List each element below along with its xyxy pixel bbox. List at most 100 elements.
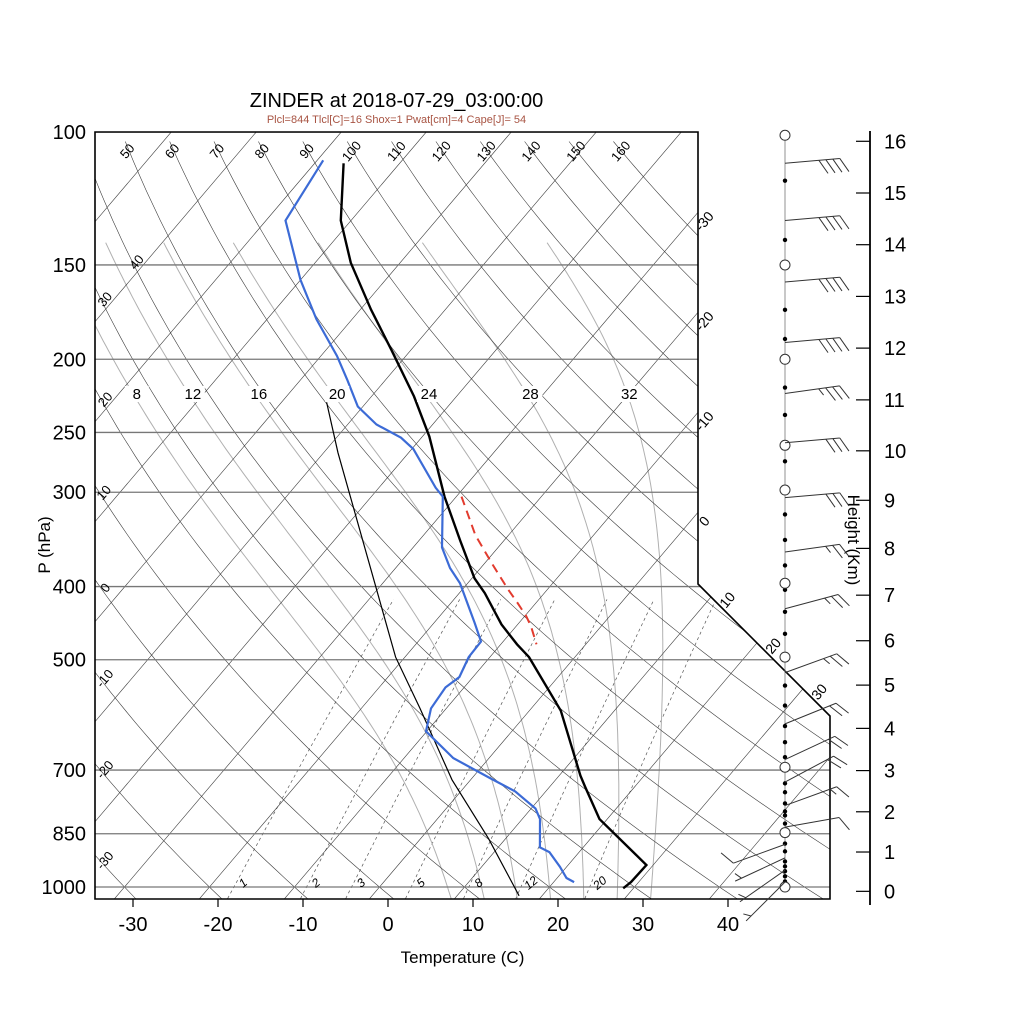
dry-adiabat-left-label: 10	[93, 482, 114, 503]
isotherm-line	[95, 132, 172, 899]
dry-adiabat-left-label: -30	[93, 848, 117, 872]
wind-barb-staff	[745, 881, 786, 922]
height-tick-label: 14	[884, 235, 906, 257]
wind-level-dot	[782, 336, 788, 342]
moist-adiabat-line	[546, 242, 664, 899]
dry-adiabat-line	[95, 141, 652, 899]
temperature-tick-label: 0	[382, 914, 393, 936]
temperature-tick-label: -20	[204, 914, 233, 936]
wind-level-circle	[779, 129, 791, 141]
moist-adiabat-line	[317, 242, 585, 899]
height-tick-label: 7	[884, 585, 895, 607]
moist-adiabat-label: 24	[421, 386, 438, 403]
mixing-ratio-lines	[227, 599, 717, 899]
isotherm-line	[95, 132, 427, 899]
wind-barb-tick	[834, 735, 849, 746]
wind-column	[720, 129, 850, 922]
wind-barb-staff	[784, 337, 840, 343]
wind-barb-staff	[784, 735, 836, 761]
isotherm-diagonal-label: 10	[716, 589, 738, 611]
wind-barb-halftick	[823, 658, 830, 665]
height-tick-label: 4	[884, 718, 895, 740]
wind-barb-tick	[818, 278, 829, 293]
wind-barb-tick	[835, 702, 849, 714]
wind-barb	[784, 594, 850, 610]
wind-barb-tick	[836, 786, 850, 798]
moist-label-mask	[617, 386, 642, 402]
wind-barb-tick	[839, 437, 850, 452]
height-tick-label: 15	[884, 183, 906, 205]
pressure-tick-label: 300	[53, 482, 86, 504]
dry-adiabat-top-label: 60	[162, 141, 183, 162]
height-tick-label: 0	[884, 881, 895, 903]
wind-level-dot	[782, 859, 788, 864]
moist-label-mask	[325, 386, 350, 402]
wind-barb	[784, 157, 850, 174]
dry-adiabat-line	[435, 141, 830, 899]
wind-barb-tick	[832, 216, 843, 230]
mixing-ratio-label: 3	[354, 875, 368, 890]
cape-segment-line	[460, 496, 538, 645]
moist-adiabat-label: 12	[184, 386, 201, 403]
background-grid	[95, 132, 830, 899]
height-tick-label: 2	[884, 802, 895, 824]
wind-level-circle	[779, 881, 791, 893]
wind-barb-halftick	[824, 597, 831, 605]
wind-barb-staff	[784, 543, 840, 553]
wind-barb-staff	[784, 594, 839, 610]
wind-barb-tick	[825, 493, 836, 508]
wind-level-dot	[782, 723, 788, 729]
wind-barb-tick	[839, 158, 850, 172]
mixing-ratio-label: 20	[589, 873, 609, 893]
moist-adiabat-lines	[95, 242, 664, 899]
temperature-tick-label: 10	[462, 914, 484, 936]
wind-barb-tick	[832, 493, 843, 507]
wind-barb-tick	[839, 544, 850, 558]
wind-barb	[784, 437, 850, 453]
isotherm-line	[709, 132, 830, 899]
wind-barb-tick	[825, 338, 836, 353]
moist-label-mask	[246, 386, 271, 402]
wind-level-dot	[782, 609, 788, 615]
wind-barb	[784, 337, 850, 353]
moist-adiabat-line	[232, 242, 552, 899]
wind-level-circle	[779, 577, 791, 589]
pressure-tick-label: 700	[53, 760, 86, 782]
wind-barb-tick	[839, 276, 850, 291]
pressure-tick-label: 400	[53, 577, 86, 599]
wind-level-dot	[782, 874, 788, 879]
wind-level-circle	[779, 651, 791, 663]
wind-barb-tick	[838, 817, 850, 831]
wind-level-dot	[782, 237, 788, 243]
temperature-tick-label: -30	[119, 914, 148, 936]
wind-level-dot	[782, 412, 788, 418]
moist-adiabat-label: 32	[621, 386, 638, 403]
mixing-ratio-label: 5	[414, 875, 428, 890]
pressure-tick-label: 500	[53, 650, 86, 672]
isotherm-line	[95, 132, 342, 899]
temperature-tick-label: 20	[547, 914, 569, 936]
dry-adiabat-top-label: 120	[429, 138, 454, 164]
wind-barb-tick	[839, 492, 850, 507]
wind-barb-staff	[784, 702, 837, 725]
wind-barb-staff	[784, 385, 840, 394]
isotherm-line	[369, 132, 830, 899]
wind-barb	[784, 786, 850, 807]
wind-barb-tick	[818, 217, 829, 231]
wind-barb-staff	[739, 869, 786, 903]
dewpoint-curve	[284, 159, 575, 884]
wind-barb	[784, 276, 850, 293]
wind-barb-staff	[784, 786, 837, 807]
dry-adiabat-left-label: -20	[93, 757, 117, 781]
dry-adiabat-line	[613, 141, 830, 899]
height-tick-label: 11	[884, 390, 905, 412]
dry-adiabat-line	[95, 141, 394, 899]
wind-barb	[784, 653, 850, 674]
wind-barb	[784, 215, 850, 231]
isotherm-line	[95, 132, 597, 899]
pressure-tick-label: 150	[53, 255, 86, 277]
dry-adiabat-top-label: 80	[251, 141, 272, 162]
moist-adiabat-label: 28	[522, 386, 539, 403]
wind-barb-tick	[720, 852, 734, 864]
